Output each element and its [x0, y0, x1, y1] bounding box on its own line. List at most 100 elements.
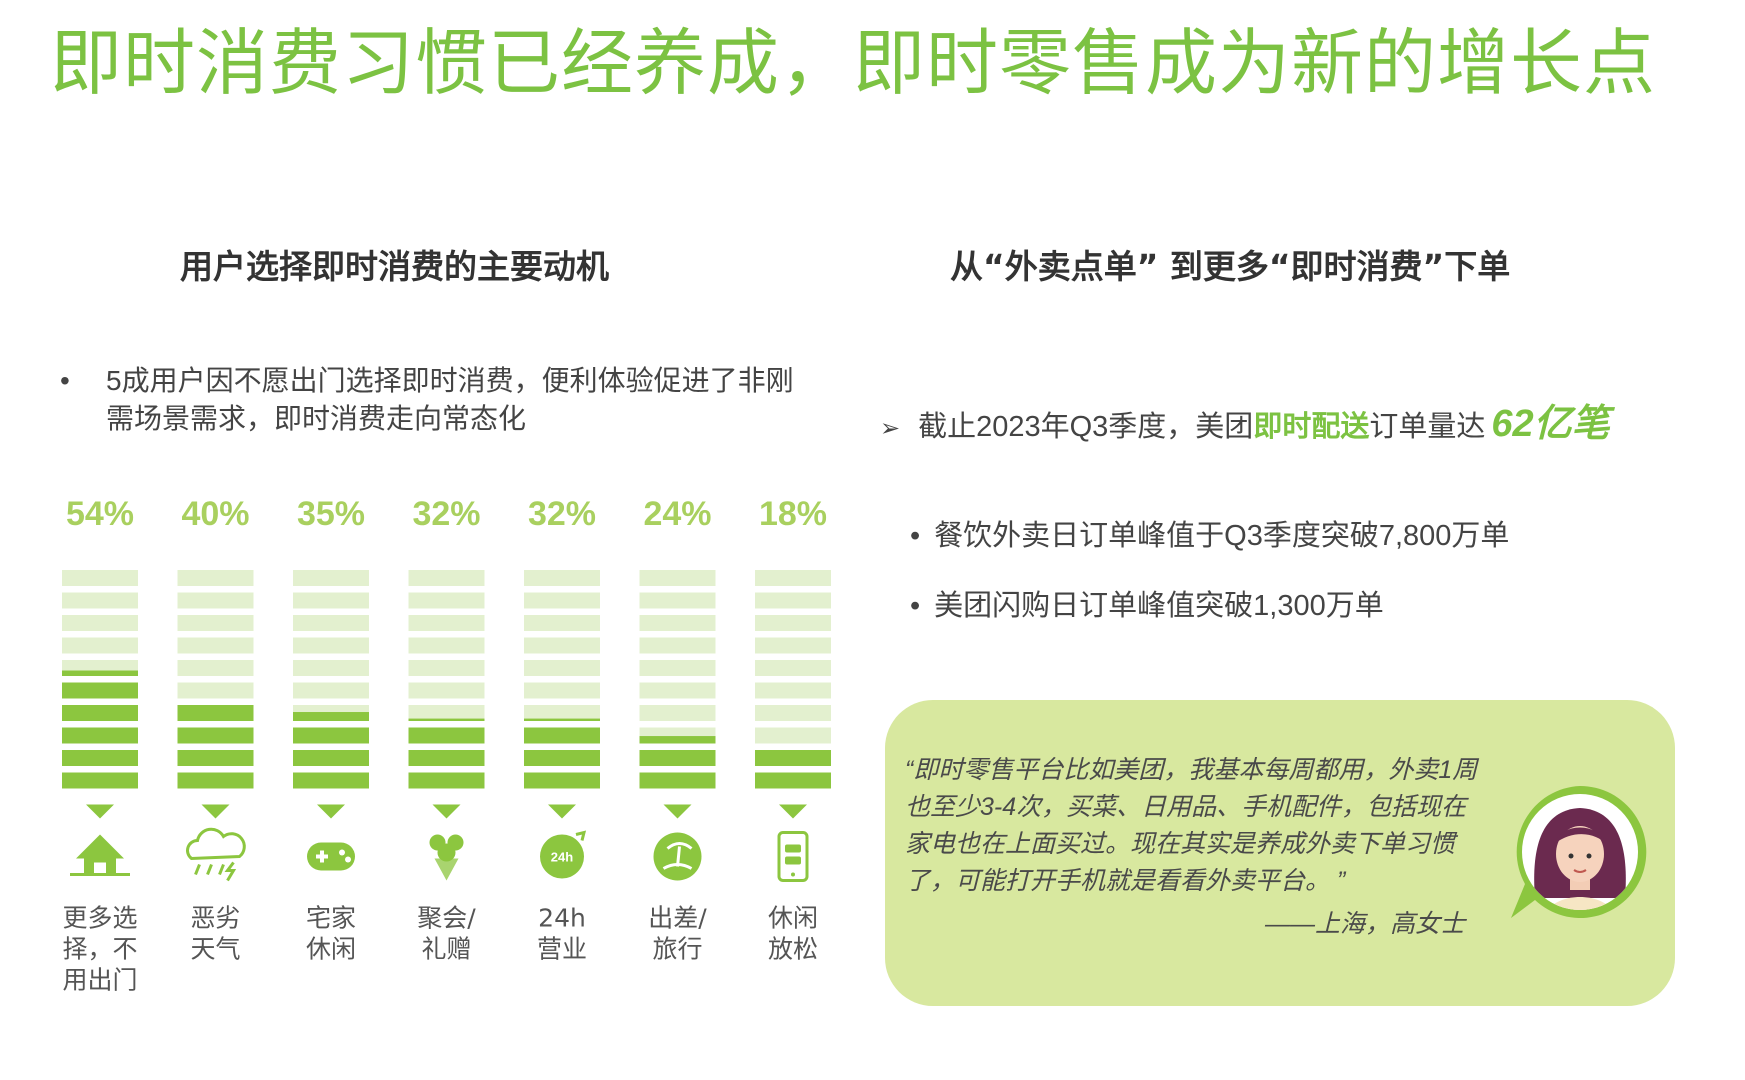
left-bullet: • 5成用户因不愿出门选择即时消费，便利体验促进了非刚需场景需求，即时消费走向常… — [60, 362, 820, 438]
24h-clock-icon: 24h — [540, 830, 587, 879]
bar-segment — [408, 615, 485, 631]
bar-segment — [524, 592, 600, 609]
bar-fill-segment — [293, 750, 369, 766]
bar-fill-segment — [62, 772, 138, 789]
category-label: 休闲 — [768, 904, 818, 933]
bar-segment — [755, 727, 831, 744]
data-label: 24% — [643, 495, 711, 533]
bar-fill-segment — [62, 727, 138, 744]
bar-fill-segment — [293, 712, 369, 721]
category-label: 放松 — [768, 935, 818, 964]
down-triangle-marker — [317, 804, 345, 819]
category-label: 聚会/ — [417, 904, 476, 933]
svg-text:24h: 24h — [551, 850, 573, 865]
bullet-marker: • — [910, 520, 921, 552]
category-label: 用出门 — [62, 966, 137, 995]
flower-bouquet-icon — [429, 834, 464, 881]
bar-segment — [408, 660, 485, 676]
bar-fill-segment — [408, 772, 485, 789]
bar-segment — [755, 682, 831, 699]
bar-segment — [408, 682, 485, 699]
bar-segment — [524, 660, 600, 676]
category-label: 出差/ — [648, 904, 707, 933]
bar-segment — [524, 615, 600, 631]
page-title: 即时消费习惯已经养成，即时零售成为新的增长点 — [50, 21, 1657, 105]
data-label: 40% — [181, 495, 249, 533]
data-label: 18% — [759, 495, 827, 533]
bar-fill-segment — [293, 727, 369, 744]
bar-segment — [524, 570, 600, 586]
category-label: 更多选 — [62, 904, 137, 933]
sub-bullet-text: 餐饮外卖日订单峰值于Q3季度突破7,800万单 — [934, 520, 1510, 552]
bar-segment — [293, 682, 369, 699]
bar-segment — [639, 615, 716, 631]
category-label: 24h — [538, 904, 586, 933]
down-triangle-marker — [86, 804, 114, 819]
bar-segment — [408, 637, 485, 654]
bar-fill-segment — [62, 705, 138, 721]
left-section-heading: 用户选择即时消费的主要动机 — [180, 247, 609, 286]
stat-prefix: 截止2023年Q3季度，美团 — [918, 411, 1254, 443]
down-triangle-marker — [548, 804, 576, 819]
down-triangle-marker — [432, 804, 461, 819]
bar-segment — [293, 615, 369, 631]
quote-text: “即时零售平台比如美团，我基本每周都用，外卖1周也至少3-4次，买菜、日用品、手… — [905, 756, 1478, 895]
bar-segment — [755, 660, 831, 676]
bar-segment — [639, 637, 716, 654]
bar-segment — [755, 637, 831, 654]
data-label: 35% — [297, 495, 365, 533]
bar-segment — [62, 570, 138, 586]
bar-fill-segment — [408, 718, 485, 721]
quote-card: “即时零售平台比如美团，我基本每周都用，外卖1周也至少3-4次，买菜、日用品、手… — [885, 700, 1675, 1006]
sub-bullet-2: • 美团闪购日订单峰值突破1,300万单 — [910, 582, 1384, 624]
beach-icon — [653, 832, 702, 881]
bullet-marker: • — [60, 365, 70, 396]
bar-segment — [177, 637, 254, 654]
gamepad-icon — [307, 842, 355, 871]
category-label: 宅家 — [306, 904, 356, 933]
bar-segment — [408, 570, 485, 586]
category-label: 礼赠 — [421, 935, 471, 964]
bar-segment — [177, 570, 254, 586]
category-label: 休闲 — [306, 935, 356, 964]
storm-cloud-icon — [186, 827, 246, 882]
down-triangle-marker — [201, 804, 230, 819]
bar-fill-segment — [524, 718, 600, 721]
data-label: 54% — [66, 495, 134, 533]
house-icon — [70, 834, 130, 876]
bar-segment — [755, 570, 831, 586]
bar-segment — [639, 660, 716, 676]
data-label: 32% — [412, 495, 480, 533]
bar-fill-segment — [639, 750, 716, 766]
bar-segment — [177, 592, 254, 609]
down-triangle-marker — [663, 804, 692, 819]
arrow-bullet-icon: ➢ — [880, 415, 901, 442]
bar-segment — [177, 615, 254, 631]
bar-segment — [639, 705, 716, 721]
category-label: 旅行 — [652, 935, 702, 964]
bar-fill-segment — [639, 772, 716, 789]
bar-segment — [639, 592, 716, 609]
bar-segment — [755, 592, 831, 609]
bar-fill-segment — [639, 736, 716, 744]
category-label: 择，不 — [62, 935, 137, 964]
left-bullet-text: 5成用户因不愿出门选择即时消费，便利体验促进了非刚需场景需求，即时消费走向常态化 — [106, 365, 794, 434]
bar-segment — [408, 705, 485, 721]
bar-fill-segment — [62, 682, 138, 699]
bar-segment — [293, 637, 369, 654]
bar-segment — [408, 592, 485, 609]
stat-highlight: 即时配送 — [1253, 411, 1370, 443]
bar-segment — [293, 570, 369, 586]
bar-fill-segment — [408, 750, 485, 766]
bar-segment — [639, 570, 716, 586]
stat-big-value: 62亿笔 — [1491, 403, 1610, 445]
quote-author: ——上海，高女士 — [1265, 910, 1466, 938]
woman-avatar-icon — [1505, 778, 1655, 928]
order-stat-line: ➢ 截止2023年Q3季度，美团即时配送订单量达 62亿笔 — [880, 392, 1610, 447]
bullet-marker: • — [910, 590, 921, 622]
sub-bullet-text: 美团闪购日订单峰值突破1,300万单 — [934, 590, 1384, 622]
bar-fill-segment — [177, 705, 254, 721]
bar-segment — [755, 705, 831, 721]
down-triangle-marker — [779, 804, 807, 819]
bar-fill-segment — [524, 750, 600, 766]
